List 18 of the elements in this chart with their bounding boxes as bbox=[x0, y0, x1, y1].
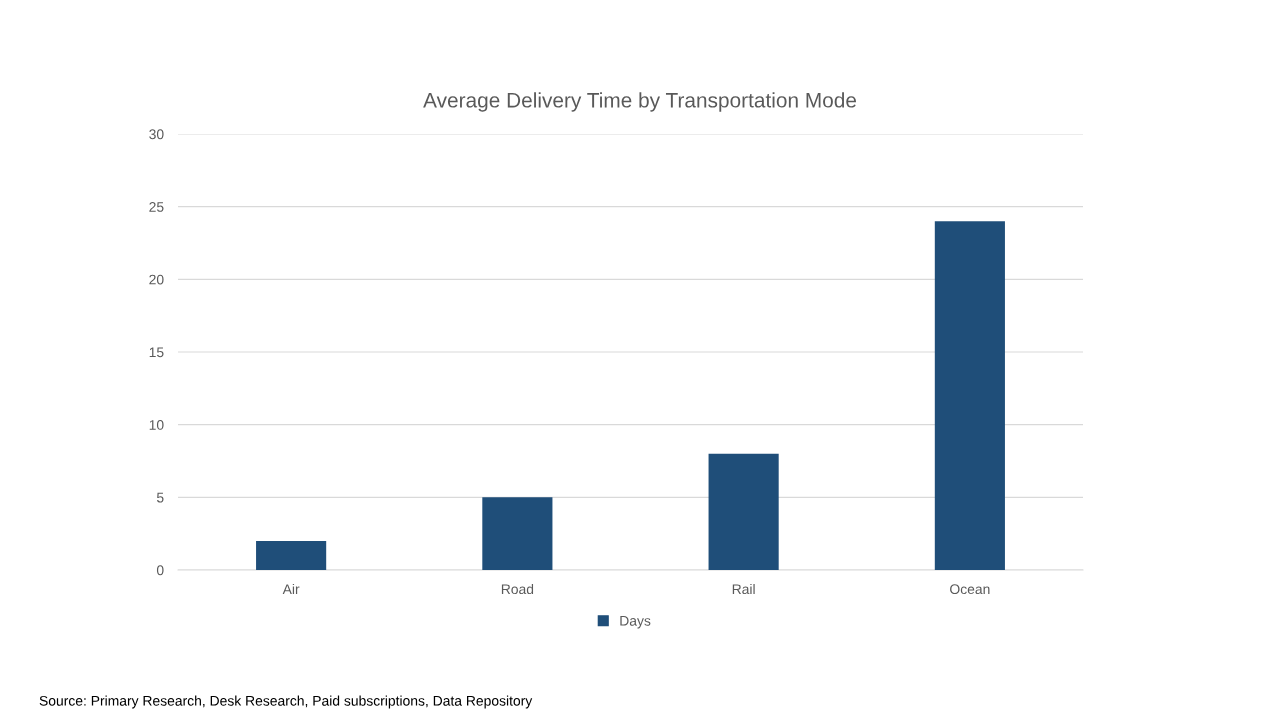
bar bbox=[256, 540, 327, 570]
source-note: Source: Primary Research, Desk Research, Paid subscriptions, Data Repository bbox=[39, 695, 533, 709]
bar bbox=[708, 453, 779, 570]
y-tick-label: 10 bbox=[149, 420, 164, 430]
bar bbox=[482, 497, 553, 570]
y-tick-label: 30 bbox=[149, 129, 164, 140]
chart-title: Average Delivery Time by Transportation Mode bbox=[423, 92, 857, 112]
y-tick-label: 20 bbox=[149, 274, 164, 285]
legend-label: Days bbox=[620, 616, 651, 629]
x-tick-label: Ocean bbox=[950, 584, 990, 595]
y-tick-label: 5 bbox=[156, 492, 164, 503]
bar bbox=[934, 221, 1005, 570]
y-tick-label: 0 bbox=[156, 565, 164, 576]
y-tick-label: 25 bbox=[149, 202, 164, 212]
x-tick-label: Air bbox=[282, 583, 300, 594]
x-tick-label: Rail bbox=[732, 583, 755, 595]
x-tick-label: Road bbox=[501, 583, 534, 595]
y-tick-label: 15 bbox=[149, 347, 164, 358]
